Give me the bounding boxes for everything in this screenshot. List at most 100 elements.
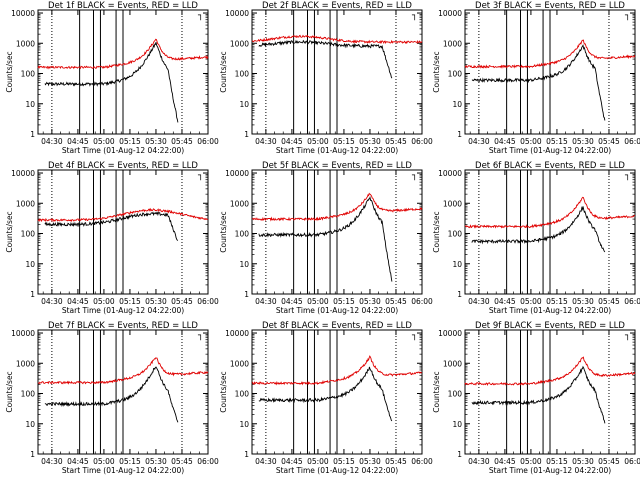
x-tick-label: 05:45	[598, 137, 620, 146]
y-tick-label: 10000	[225, 169, 249, 178]
x-tick-label: 05:15	[119, 137, 141, 146]
y-tick-label: 10	[452, 260, 462, 269]
panel-title: Det 8f BLACK = Events, RED = LLD	[262, 321, 412, 331]
y-tick-label: 1	[244, 450, 249, 459]
series-line-lld	[37, 207, 209, 223]
y-tick-label: 1	[244, 130, 249, 139]
corner-marker: ┐	[197, 331, 203, 341]
y-tick-label: 10000	[438, 329, 462, 338]
x-tick-label: 04:30	[255, 137, 277, 146]
x-tick-label: 04:45	[494, 137, 516, 146]
x-tick-label: 05:15	[546, 457, 568, 466]
series-line-lld	[37, 38, 209, 70]
y-tick-label: 1	[244, 290, 249, 299]
x-tick-label: 06:00	[411, 457, 433, 466]
x-tick-label: 04:30	[255, 297, 277, 306]
y-tick-label: 10000	[11, 329, 35, 338]
series-line-lld	[251, 355, 422, 386]
y-tick-label: 10	[239, 100, 249, 109]
y-tick-label: 10	[452, 420, 462, 429]
x-tick-label: 04:45	[281, 137, 303, 146]
y-tick-label: 1000	[16, 39, 35, 48]
y-tick-label: 1000	[16, 199, 35, 208]
x-tick-label: 05:15	[546, 297, 568, 306]
series-line-events	[471, 44, 606, 121]
y-tick-label: 100	[448, 70, 463, 79]
y-tick-label: 1000	[230, 199, 249, 208]
x-tick-label: 05:45	[598, 457, 620, 466]
y-tick-label: 10000	[225, 329, 249, 338]
series-line-events	[258, 39, 393, 79]
x-tick-label: 05:00	[93, 297, 115, 306]
y-tick-label: 10000	[11, 9, 35, 18]
x-tick-label: 05:30	[359, 137, 381, 146]
x-tick-label: 04:45	[494, 457, 516, 466]
x-tick-label: 05:30	[572, 457, 594, 466]
x-tick-label: 04:45	[67, 457, 89, 466]
panel-3: Det 3f BLACK = Events, RED = LLD┐ 1 10 100 1…	[432, 1, 640, 155]
x-tick-label: 04:30	[255, 457, 277, 466]
x-axis-label: Start Time (01-Aug-12 04:22:00)	[276, 146, 398, 155]
y-axis-label: Counts/sec	[5, 211, 14, 252]
y-tick-label: 1000	[443, 199, 462, 208]
x-tick-label: 06:00	[197, 137, 219, 146]
y-tick-label: 100	[235, 230, 250, 239]
series-line-events	[471, 365, 606, 424]
series-line-events	[258, 366, 393, 422]
x-tick-label: 05:30	[572, 137, 594, 146]
panel-1: Det 1f BLACK = Events, RED = LLD┐ 1 10 100 1…	[5, 1, 219, 155]
x-axis-label: Start Time (01-Aug-12 04:22:00)	[276, 466, 398, 475]
x-axis-label: Start Time (01-Aug-12 04:22:00)	[489, 466, 611, 475]
y-tick-label: 10	[239, 260, 249, 269]
y-tick-label: 1000	[443, 39, 462, 48]
x-tick-label: 05:30	[145, 297, 167, 306]
series-line-lld	[251, 192, 423, 222]
x-tick-label: 06:00	[197, 297, 219, 306]
panel-title: Det 4f BLACK = Events, RED = LLD	[48, 161, 198, 171]
x-tick-label: 05:45	[171, 457, 193, 466]
panel-title: Det 9f BLACK = Events, RED = LLD	[475, 321, 625, 331]
y-tick-label: 10000	[438, 169, 462, 178]
y-tick-label: 100	[21, 70, 36, 79]
x-tick-label: 04:30	[468, 297, 490, 306]
y-tick-label: 10000	[438, 9, 462, 18]
x-axis-label: Start Time (01-Aug-12 04:22:00)	[489, 306, 611, 315]
corner-marker: ┐	[411, 171, 417, 181]
x-tick-label: 06:00	[197, 457, 219, 466]
y-tick-label: 10000	[225, 9, 249, 18]
y-axis-label: Counts/sec	[5, 371, 14, 412]
x-tick-label: 04:30	[468, 457, 490, 466]
x-tick-label: 06:00	[624, 457, 640, 466]
panel-title: Det 2f BLACK = Events, RED = LLD	[262, 1, 412, 11]
series-line-events	[44, 366, 179, 423]
x-axis-label: Start Time (01-Aug-12 04:22:00)	[62, 306, 184, 315]
corner-marker: ┐	[411, 11, 417, 21]
x-tick-label: 05:30	[359, 297, 381, 306]
x-tick-label: 05:15	[119, 457, 141, 466]
x-axis-label: Start Time (01-Aug-12 04:22:00)	[489, 146, 611, 155]
series-line-lld	[251, 34, 423, 45]
panel-2: Det 2f BLACK = Events, RED = LLD┐ 1 10 100 1…	[219, 1, 433, 155]
y-tick-label: 100	[21, 230, 36, 239]
x-tick-label: 04:30	[41, 297, 63, 306]
x-tick-label: 06:00	[624, 137, 640, 146]
x-tick-label: 05:15	[546, 137, 568, 146]
x-axis-label: Start Time (01-Aug-12 04:22:00)	[276, 306, 398, 315]
series-line-lld	[464, 39, 636, 69]
corner-marker: ┐	[624, 171, 630, 181]
panel-title: Det 3f BLACK = Events, RED = LLD	[475, 1, 625, 11]
y-tick-label: 1	[30, 290, 35, 299]
y-tick-label: 1	[30, 130, 35, 139]
corner-marker: ┐	[624, 11, 630, 21]
y-axis-label: Counts/sec	[219, 211, 228, 252]
x-tick-label: 05:00	[93, 457, 115, 466]
x-tick-label: 05:45	[385, 297, 407, 306]
x-tick-label: 05:15	[333, 457, 355, 466]
y-axis-label: Counts/sec	[432, 211, 441, 252]
y-tick-label: 1000	[230, 39, 249, 48]
x-tick-label: 05:30	[359, 457, 381, 466]
x-tick-label: 05:00	[93, 137, 115, 146]
y-tick-label: 1000	[230, 359, 249, 368]
y-tick-label: 10	[239, 420, 249, 429]
panel-7: Det 7f BLACK = Events, RED = LLD┐ 1 10 100 1…	[5, 321, 219, 475]
